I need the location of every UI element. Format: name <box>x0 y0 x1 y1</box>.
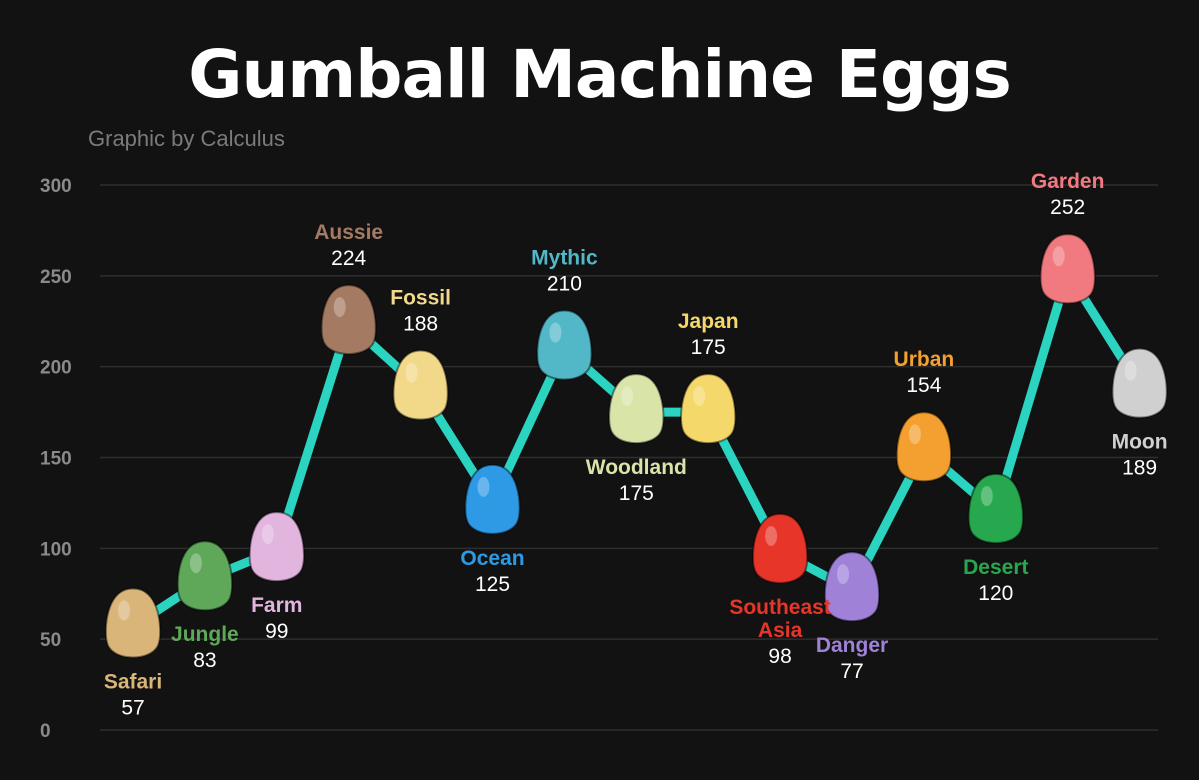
egg-highlight <box>477 476 490 497</box>
egg-marker-danger <box>823 551 881 623</box>
egg-highlight <box>405 362 418 383</box>
point-value-label: 57 <box>121 696 144 719</box>
point-name-label: Southeast <box>729 596 831 619</box>
egg-marker-farm <box>248 511 305 583</box>
y-tick-label: 0 <box>40 721 51 742</box>
egg-marker-garden <box>1039 233 1096 305</box>
egg-shape <box>392 349 449 421</box>
egg-shape <box>895 411 953 483</box>
point-name-label: Safari <box>104 670 162 693</box>
egg-marker-southeast-asia <box>751 512 809 584</box>
egg-highlight <box>189 553 202 574</box>
point-name-label: Moon <box>1112 431 1168 454</box>
y-tick-label: 250 <box>40 267 72 288</box>
y-axis: 0 50 100 150 200 250 300 <box>40 176 72 742</box>
egg-shape <box>823 551 881 623</box>
point-name-label: Japan <box>678 310 739 333</box>
egg-shape <box>967 472 1024 544</box>
egg-marker-safari <box>104 587 162 659</box>
point-name-label: Farm <box>251 594 302 617</box>
egg-shape <box>320 284 377 356</box>
egg-marker-ocean <box>464 463 521 535</box>
point-name-label: Asia <box>758 619 803 642</box>
egg-marker-japan <box>680 373 737 445</box>
y-tick-label: 50 <box>40 630 61 651</box>
point-value-label: 99 <box>265 620 288 643</box>
egg-shape <box>608 373 665 445</box>
point-value-label: 189 <box>1122 457 1157 480</box>
egg-highlight <box>980 486 993 506</box>
egg-marker-desert <box>967 472 1024 544</box>
egg-shape <box>464 463 521 535</box>
point-value-label: 83 <box>193 649 216 672</box>
egg-shape <box>536 309 593 381</box>
egg-highlight <box>333 297 346 318</box>
chart-subtitle: Graphic by Calculus <box>88 126 285 151</box>
egg-shape <box>680 373 737 445</box>
egg-marker-mythic <box>536 309 593 381</box>
point-value-label: 175 <box>691 336 726 359</box>
egg-highlight <box>261 524 274 545</box>
point-value-label: 175 <box>619 482 654 505</box>
egg-highlight <box>118 600 130 621</box>
point-name-label: Urban <box>894 348 955 371</box>
y-tick-label: 200 <box>40 358 72 379</box>
egg-marker-woodland <box>608 373 665 445</box>
y-tick-label: 300 <box>40 176 72 197</box>
egg-shape <box>751 512 809 584</box>
egg-highlight <box>621 386 634 407</box>
egg-marker-fossil <box>392 349 449 421</box>
point-name-label: Desert <box>963 556 1028 579</box>
egg-highlight <box>1052 246 1065 267</box>
egg-highlight <box>549 322 562 343</box>
point-value-label: 120 <box>978 582 1013 605</box>
point-value-label: 98 <box>768 645 791 668</box>
point-name-label: Jungle <box>171 623 239 646</box>
egg-shape <box>104 587 162 659</box>
egg-marker-aussie <box>320 284 377 356</box>
point-name-label: Fossil <box>390 286 451 309</box>
egg-highlight <box>837 564 849 585</box>
point-name-label: Woodland <box>586 456 687 479</box>
chart-title: Gumball Machine Eggs <box>188 36 1011 113</box>
y-tick-label: 150 <box>40 449 72 470</box>
egg-highlight <box>908 424 921 445</box>
y-tick-label: 100 <box>40 539 72 560</box>
point-name-label: Mythic <box>531 247 598 270</box>
point-value-label: 224 <box>331 247 366 270</box>
point-value-label: 210 <box>547 273 582 296</box>
point-value-label: 77 <box>840 660 863 683</box>
egg-markers <box>104 233 1168 659</box>
egg-marker-jungle <box>176 540 234 612</box>
egg-shape <box>176 540 234 612</box>
egg-highlight <box>693 386 706 407</box>
point-value-label: 188 <box>403 312 438 335</box>
point-name-label: Garden <box>1031 170 1105 193</box>
point-labels: Safari 57 Jungle 83 Farm 99 Aussie 224 Fossil 188… <box>104 170 1168 719</box>
point-value-label: 252 <box>1050 196 1085 219</box>
point-value-label: 154 <box>906 374 941 397</box>
point-name-label: Ocean <box>460 547 524 570</box>
egg-highlight <box>1124 360 1137 381</box>
egg-highlight <box>765 525 778 546</box>
egg-shape <box>248 511 305 583</box>
egg-shape <box>1111 347 1168 419</box>
egg-marker-urban <box>895 411 953 483</box>
egg-marker-moon <box>1111 347 1168 419</box>
point-value-label: 125 <box>475 573 510 596</box>
point-name-label: Danger <box>816 634 888 657</box>
point-name-label: Aussie <box>314 221 383 244</box>
gridlines <box>100 184 1158 731</box>
egg-shape <box>1039 233 1096 305</box>
